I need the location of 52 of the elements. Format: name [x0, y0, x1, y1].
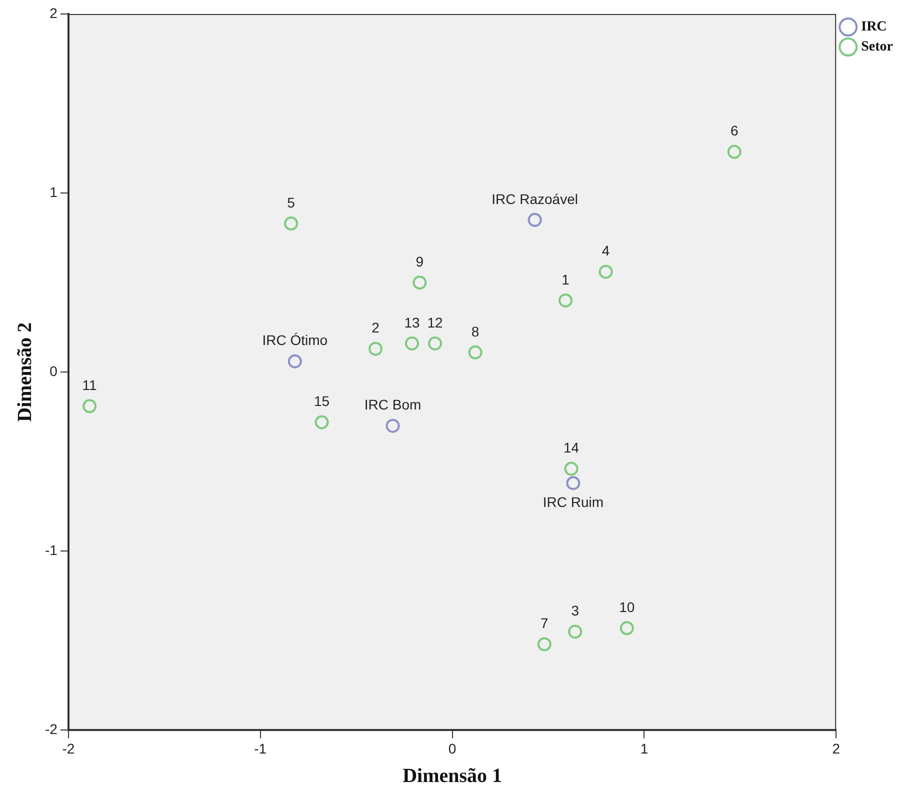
- x-tick-label: 1: [640, 740, 648, 756]
- point: [386, 418, 400, 433]
- x-tick-label: -2: [62, 740, 75, 756]
- annotation: 13: [404, 314, 420, 330]
- annotation: 11: [82, 376, 98, 393]
- point: [288, 354, 302, 368]
- point: [537, 637, 552, 652]
- annotation: 14: [563, 440, 580, 456]
- x-tick-label: 2: [832, 740, 840, 756]
- y-tick-label: -1: [44, 542, 58, 558]
- point: [82, 399, 97, 414]
- annotation: 3: [571, 602, 580, 619]
- annotation: 9: [416, 253, 424, 270]
- point: [568, 624, 582, 639]
- annotation: 2: [372, 320, 380, 336]
- y-tick-label: 2: [50, 4, 58, 21]
- point: [727, 144, 742, 159]
- legend-label: Setor: [861, 40, 894, 55]
- legend-label: IRC: [861, 20, 887, 35]
- y-tick-label: -2: [44, 721, 58, 738]
- annotation: 5: [287, 194, 296, 210]
- point: [564, 462, 578, 476]
- point: [528, 212, 542, 227]
- x-tick-label: -1: [254, 740, 267, 756]
- y-tick-label: 0: [50, 362, 58, 379]
- annotation: IRC Ruim: [542, 494, 604, 510]
- point: [620, 621, 634, 636]
- annotation: 10: [619, 599, 635, 615]
- annotation: IRC Razoável: [492, 190, 578, 207]
- annotation: IRC Ótimo: [262, 332, 328, 348]
- annotation: 4: [602, 242, 610, 259]
- point: [566, 476, 580, 490]
- point: [598, 264, 613, 279]
- annotation: IRC Bom: [364, 396, 422, 413]
- annotation: 1: [562, 271, 570, 288]
- annotation: 15: [314, 393, 330, 410]
- point: [558, 293, 573, 308]
- annotation: 8: [471, 323, 480, 340]
- x-tick-label: 0: [448, 740, 456, 756]
- annotation: 7: [540, 615, 549, 632]
- y-axis-title: Dimensão 2: [14, 322, 36, 422]
- point: [314, 415, 329, 430]
- point: [412, 276, 427, 290]
- point: [368, 342, 383, 356]
- point: [404, 336, 419, 350]
- x-axis-title: Dimensão 1: [402, 765, 502, 788]
- y-tick-label: 1: [50, 184, 58, 200]
- point: [284, 216, 298, 230]
- point: [468, 345, 482, 360]
- annotation: 6: [730, 122, 739, 139]
- annotation: 12: [427, 314, 444, 330]
- point: [428, 336, 442, 350]
